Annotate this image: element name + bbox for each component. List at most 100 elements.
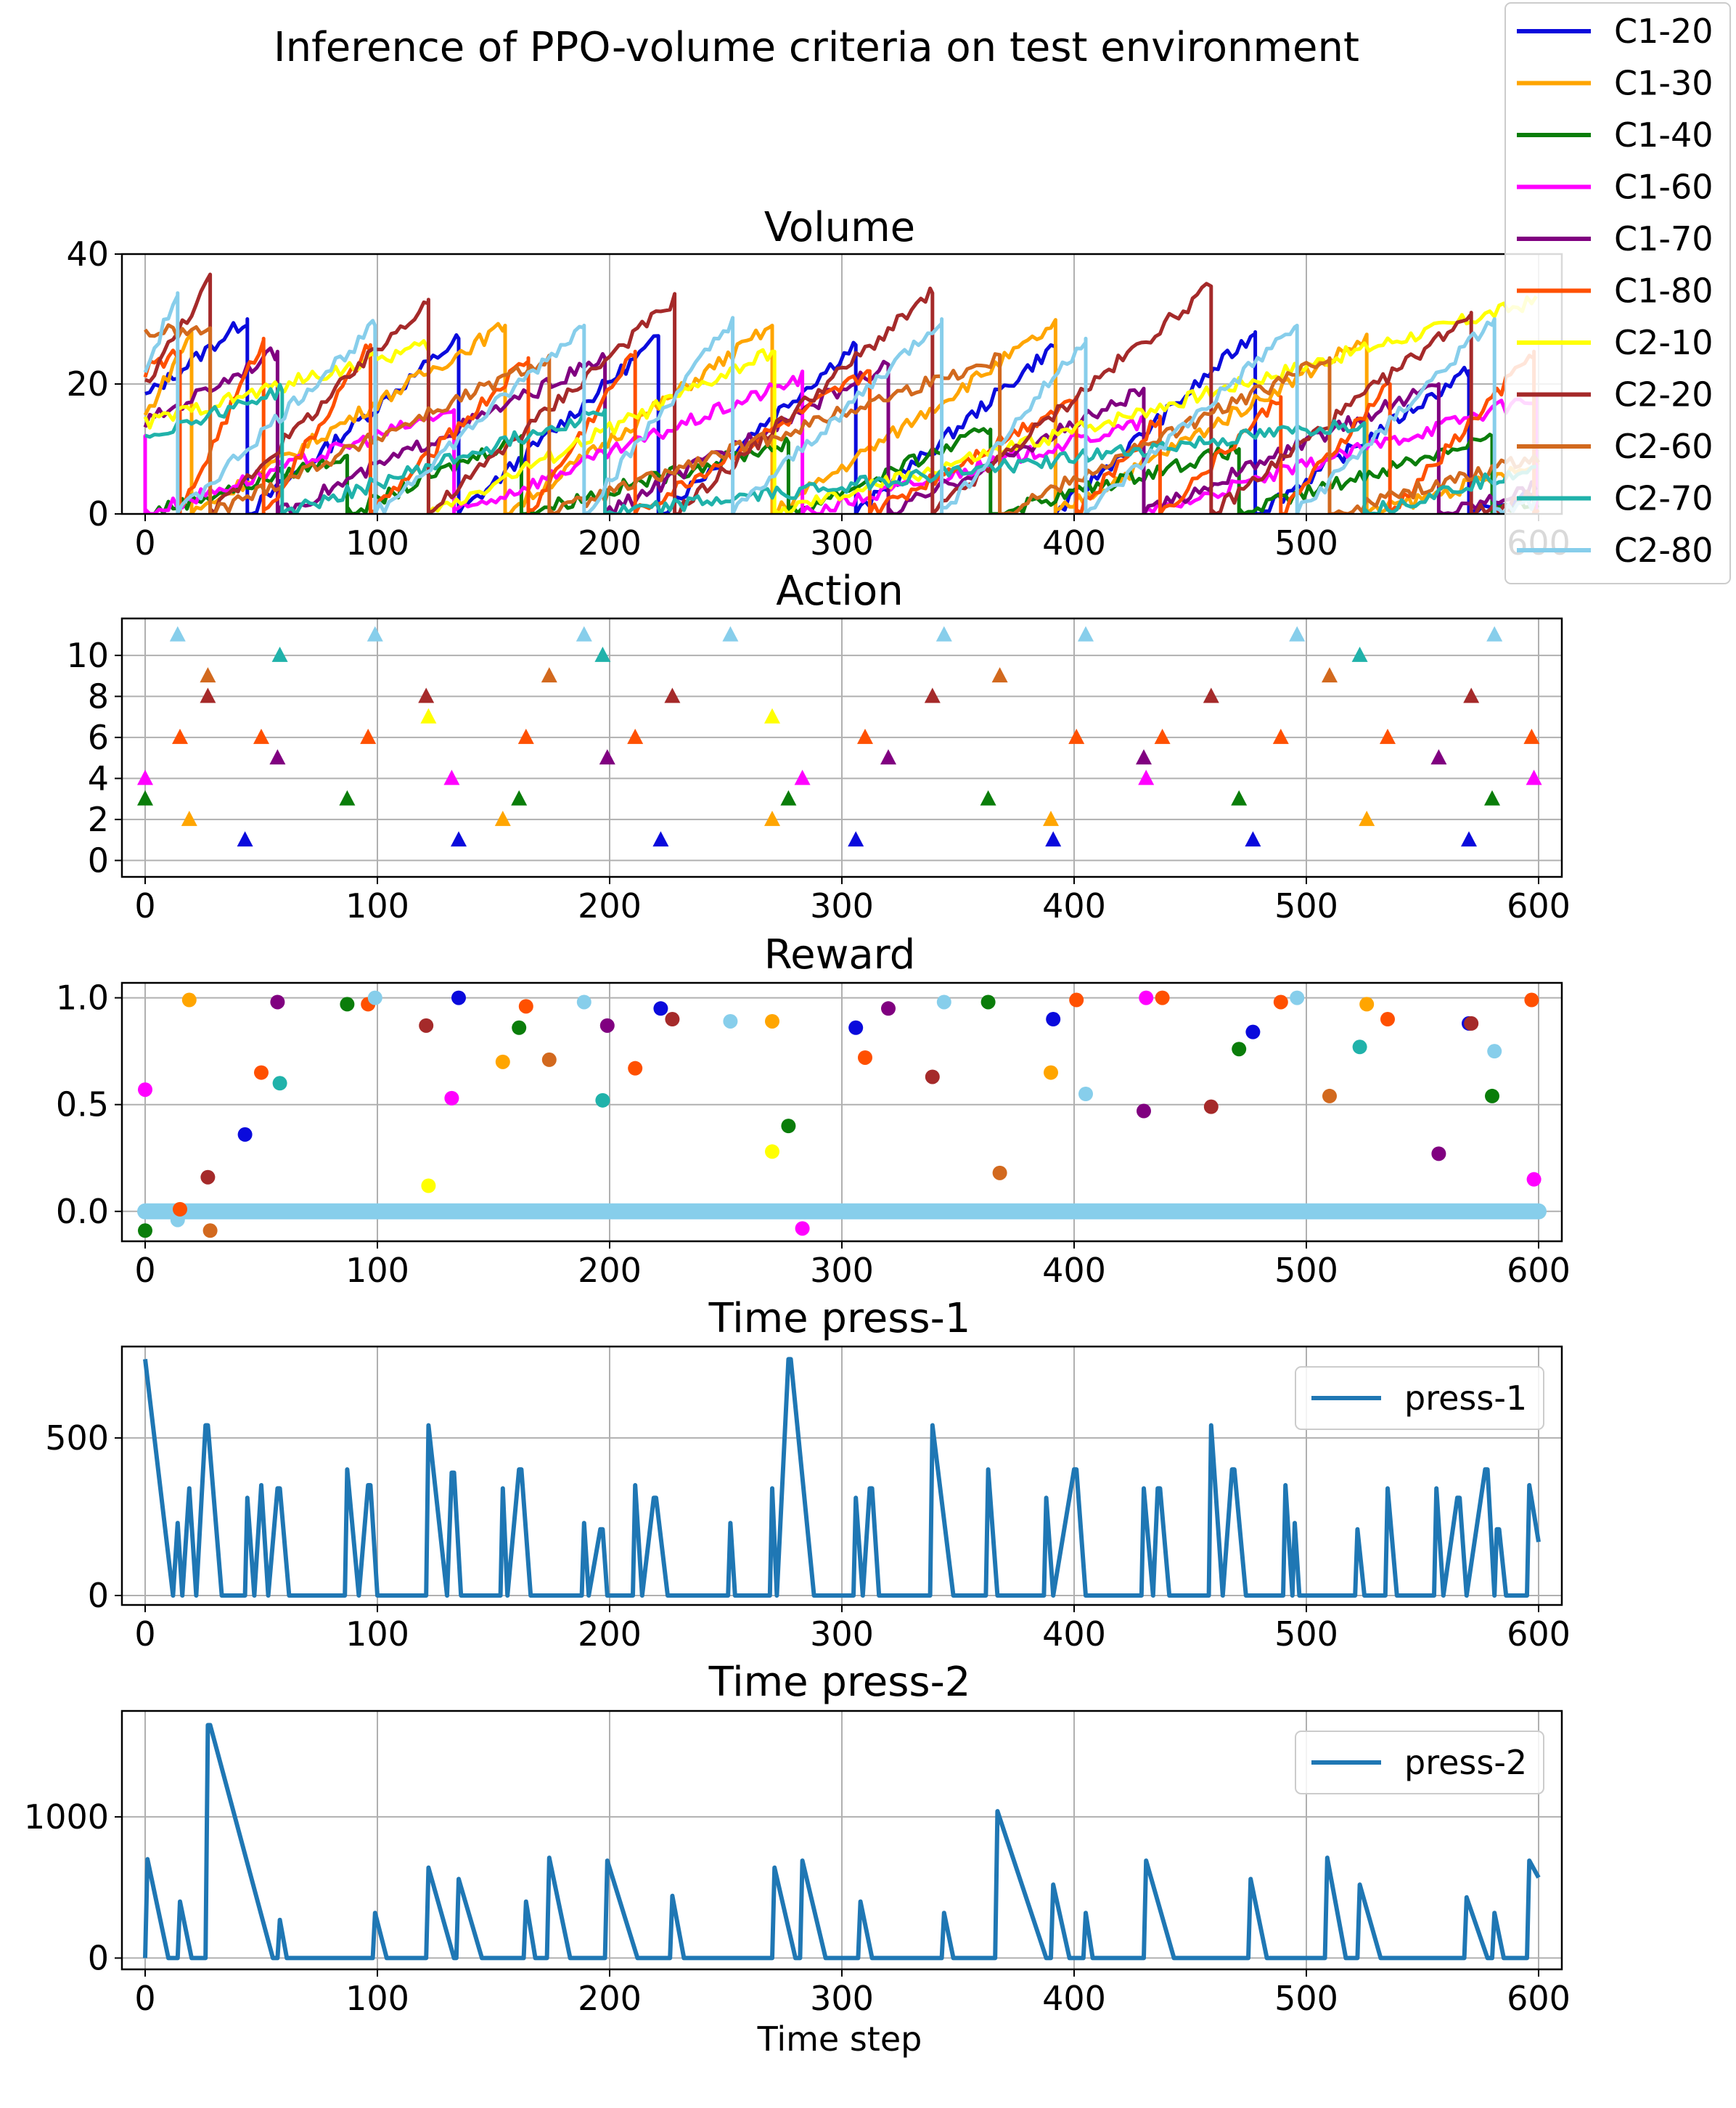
action-marker [935,626,952,642]
action-marker [722,626,739,642]
x-tick-label: 400 [1042,1979,1106,2018]
action-marker [1043,810,1059,826]
reward-marker [1526,1172,1541,1187]
action-marker [1430,749,1447,765]
reward-marker [512,1020,527,1035]
action-marker [794,769,811,785]
reward-marker [1245,1024,1261,1039]
action-marker [200,667,216,683]
legend-label: C1-30 [1614,64,1714,103]
action-marker [980,790,996,806]
reward-marker [200,1169,216,1185]
reward-marker [795,1221,810,1236]
x-tick-label: 200 [578,1614,642,1654]
reward-marker [595,1092,610,1108]
reward-marker [202,1223,218,1238]
reward-marker [1359,997,1375,1012]
reward-marker [1464,1016,1479,1031]
reward-marker [1044,1065,1058,1080]
x-tick-label: 300 [810,1979,874,2018]
reward-marker [1203,1099,1219,1114]
reward-marker [1290,990,1305,1005]
action-marker [1463,687,1480,703]
plot-area [143,1723,1541,1961]
action-marker [494,810,511,826]
y-tick-label: 4 [88,759,109,798]
action-marker [1484,790,1500,806]
action-marker [1138,769,1155,785]
reward-marker [173,1201,187,1217]
action-marker [1289,626,1306,642]
y-tick-label: 0.5 [56,1085,109,1124]
action-marker [367,626,383,642]
legend-box [1295,1731,1544,1794]
action-marker [764,810,780,826]
reward-marker [518,999,533,1014]
y-tick-label: 0 [88,1576,109,1615]
reward-marker [653,1001,668,1016]
action-marker [200,687,216,703]
x-tick-label: 0 [134,523,155,563]
y-tick-label: 0 [88,1938,109,1977]
reward-marker [138,1223,152,1238]
reward-marker [765,1144,779,1159]
legend-label: C2-60 [1614,427,1714,466]
action-marker [137,790,153,806]
action-marker [1272,728,1289,744]
x-tick-label: 0 [134,1251,155,1290]
y-tick-label: 8 [88,677,109,716]
action-marker [857,728,873,744]
reward-marker [1139,990,1154,1005]
reward-marker [1431,1146,1446,1161]
grid [122,618,1562,877]
reward-marker [858,1050,872,1065]
action-marker [1045,831,1062,847]
reward-marker [628,1061,643,1076]
legend-label: C2-10 [1614,323,1714,362]
legend-label: C2-80 [1614,531,1714,570]
reward-marker [340,997,355,1012]
press1-title: Time press-1 [708,1295,971,1342]
x-tick-label: 200 [578,523,642,563]
x-tick-label: 400 [1042,1251,1106,1290]
reward-marker [1046,1012,1061,1027]
legend-box [1504,2,1731,584]
x-tick-label: 200 [578,886,642,926]
x-tick-label: 100 [345,886,409,926]
press-series-line [143,1723,1541,1961]
y-tick-label: 20 [66,364,109,404]
action-marker [1245,831,1261,847]
plot-area [137,626,1542,847]
reward-marker [1352,1039,1367,1055]
press-legend: press-1 [1295,1366,1544,1430]
reward-marker [367,990,382,1005]
x-tick-label: 100 [345,1979,409,2018]
action-marker [924,687,941,703]
plot-area [143,1357,1541,1598]
y-tick-label: 0.0 [56,1192,109,1231]
x-tick-label: 200 [578,1251,642,1290]
x-tick-label: 300 [810,886,874,926]
legend-box [1295,1366,1544,1430]
action-marker [1078,626,1094,642]
x-tick-label: 500 [1274,1979,1338,2018]
legend-label: C1-80 [1614,271,1714,311]
reward-marker [925,1069,940,1084]
press-series-line [143,1357,1541,1598]
action-marker [780,790,797,806]
reward-marker [599,1018,615,1033]
press-legend: press-2 [1295,1731,1544,1794]
action-marker [172,728,188,744]
plot-area [137,990,1547,1238]
reward-marker [181,992,197,1008]
reward-marker [541,1052,557,1067]
x-tick-label: 600 [1507,1979,1571,2018]
reward-marker [1155,990,1170,1005]
x-tick-label: 600 [1507,886,1571,926]
grid [122,983,1562,1241]
y-tick-label: 40 [66,234,109,274]
reward-marker [781,1119,796,1134]
action-marker [253,728,269,744]
reward-marker [270,994,285,1010]
